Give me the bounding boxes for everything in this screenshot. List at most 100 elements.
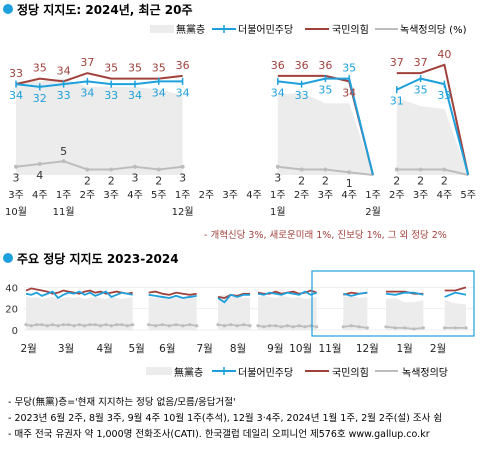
dem-line: [257, 290, 317, 296]
ppp-value-label: 35: [152, 62, 166, 75]
dem-value-label: 31: [390, 95, 404, 108]
justice-point: [347, 170, 352, 175]
justice-point: [147, 323, 151, 327]
justice-line: [217, 323, 251, 327]
justice-point: [394, 167, 399, 172]
justice-point: [256, 324, 260, 328]
dem-value-label: 33: [437, 89, 451, 102]
dem-line: [15, 80, 183, 88]
justice-point: [120, 323, 124, 327]
note-noparty-definition: - 무당(無黨)층='현재 지지하는 정당 없음/모름/응답거절': [8, 396, 236, 408]
section2-title: 주요 정당 지지도 2023-2024: [17, 251, 179, 266]
ppp-value-label: 35: [128, 62, 142, 75]
noparty-area: [16, 78, 183, 175]
justice-point: [285, 324, 289, 328]
week-tick-label: 1주: [175, 190, 191, 201]
week-tick-label: 3주: [318, 190, 334, 201]
dem-line: [385, 291, 424, 296]
justice-point: [412, 327, 416, 331]
week-tick-label: 3주: [8, 190, 24, 201]
dem-value-label: 34: [176, 86, 190, 99]
justice-point: [403, 326, 407, 330]
noparty-area: [26, 295, 133, 330]
justice-point: [37, 161, 42, 166]
section1-title: 정당 지지도: 2024년, 최근 20주: [17, 2, 193, 17]
justice-point: [349, 324, 353, 328]
chart-bottom: 0 20 40 2월 3월 4월 5월 6월 7월 8월 9월 10월 11월 12월 1월 2월: [5, 270, 475, 355]
justice-point: [167, 324, 171, 328]
month-tick-label: 9월: [267, 343, 283, 355]
justice-point: [40, 323, 44, 327]
justice-point: [297, 324, 301, 328]
ppp-value-label: 36: [318, 59, 332, 72]
justice-point: [153, 324, 158, 328]
dem-line: [396, 77, 470, 176]
justice-point: [77, 323, 81, 327]
ppp-value-label: 40: [437, 48, 451, 61]
justice-point: [85, 167, 90, 172]
section1-bullet-icon: [3, 4, 13, 14]
justice-point: [341, 325, 345, 329]
week-tick-label: 2주: [294, 190, 310, 201]
month-tick-label: 2월: [365, 206, 381, 218]
justice-point: [421, 326, 425, 330]
ppp-value-label: 36: [271, 59, 285, 72]
justice-value-label: 2: [322, 174, 329, 187]
ppp-value-label: 34: [57, 64, 71, 77]
justice-value-label: 5: [60, 145, 67, 158]
dem-value-label: 35: [342, 62, 356, 75]
justice-point: [45, 324, 49, 328]
justice-point: [242, 323, 246, 327]
noparty-area: [258, 295, 317, 330]
justice-point: [180, 164, 185, 169]
ppp-line: [148, 290, 197, 296]
month-tick-label: 12월: [356, 343, 379, 355]
justice-point: [235, 324, 239, 328]
week-tick-label: 1주: [365, 190, 381, 201]
month-tick-label: 7월: [196, 343, 212, 355]
week-tick-label: 3주: [222, 190, 238, 201]
ppp-value-label: 37: [80, 56, 94, 69]
justice-point: [61, 323, 65, 327]
legend-dem-label: 더불어민주당: [238, 24, 293, 36]
minor-parties-note: - 개혁신당 3%, 새로운미래 1%, 진보당 1%, 그 외 정당 2%: [204, 229, 447, 241]
noparty-area: [148, 295, 197, 330]
justice-value-label: 2: [84, 174, 91, 187]
justice-point: [131, 323, 135, 327]
ppp-value-label: 34: [342, 86, 356, 99]
month-tick-label: 12월: [172, 206, 194, 218]
justice-point: [393, 326, 397, 330]
ppp-value-label: 33: [9, 67, 23, 80]
justice-point: [299, 167, 304, 172]
justice-value-label: 3: [274, 172, 281, 185]
ppp-value-label: 35: [33, 62, 47, 75]
justice-point: [160, 323, 164, 327]
dem-line: [148, 293, 197, 299]
legend-noparty-label: 無黨층: [176, 23, 205, 36]
justice-value-label: 2: [393, 174, 400, 187]
week-tick-label: 2주: [199, 190, 215, 201]
chart-top: 343333주323544주333451주343722주333523주34353…: [5, 48, 476, 218]
legend-noparty-swatch: [150, 25, 174, 33]
week-tick-label: 1주: [56, 190, 72, 201]
justice-point: [248, 324, 252, 328]
ppp-value-label: 37: [390, 56, 404, 69]
legend2-dem-label: 더불어민주당: [238, 367, 293, 379]
justice-point: [195, 324, 199, 328]
noparty-area: [218, 294, 250, 330]
justice-point: [216, 323, 220, 327]
justice-point: [229, 323, 233, 327]
justice-point: [222, 324, 226, 328]
justice-value-label: 2: [417, 174, 424, 187]
legend2-noparty-label: 無黨층: [174, 366, 203, 379]
justice-point: [109, 167, 114, 172]
justice-point: [14, 164, 18, 169]
ppp-line: [396, 63, 470, 176]
justice-point: [464, 326, 468, 330]
justice-point: [303, 325, 307, 329]
month-tick-label: 2월: [20, 343, 36, 355]
dem-value-label: 33: [295, 89, 309, 102]
dem-line: [444, 291, 467, 298]
dem-line: [217, 293, 250, 304]
